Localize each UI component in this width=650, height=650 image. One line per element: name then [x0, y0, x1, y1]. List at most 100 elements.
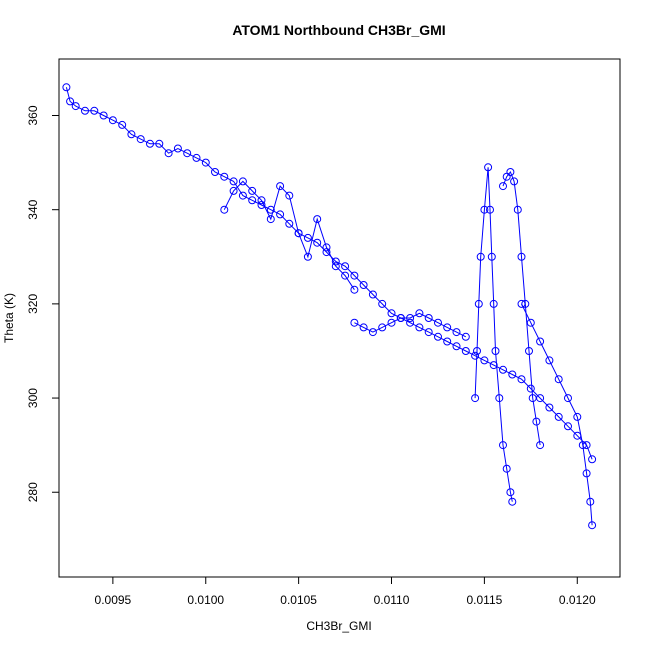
data-point [201, 158, 210, 167]
data-point [491, 347, 500, 355]
data-point [322, 243, 331, 252]
data-point [486, 205, 494, 214]
x-tick-label: 0.0100 [187, 593, 224, 607]
data-point [476, 252, 485, 261]
x-tick-label: 0.0110 [374, 593, 410, 607]
y-tick-label: 320 [26, 294, 40, 314]
series-line [474, 167, 513, 502]
data-point [588, 455, 597, 464]
data-point [499, 182, 507, 191]
data-point [473, 347, 481, 355]
data-point [229, 177, 238, 186]
data-point [517, 375, 526, 384]
x-axis-label: CH3Br_GMI [306, 619, 371, 633]
data-point [155, 139, 164, 148]
data-point [508, 497, 517, 506]
data-point [536, 441, 545, 450]
data-point [536, 337, 545, 346]
data-point [136, 135, 145, 144]
data-point [387, 309, 396, 318]
data-point [285, 191, 294, 200]
data-point [238, 191, 247, 200]
data-point [487, 252, 496, 261]
y-tick-label: 340 [26, 199, 40, 219]
data-point [443, 323, 452, 332]
y-tick-label: 280 [26, 482, 40, 502]
data-point [118, 120, 127, 129]
data-point [424, 314, 433, 322]
data-point [359, 323, 368, 332]
series-0 [62, 83, 597, 464]
data-point [350, 285, 359, 294]
data-point [506, 488, 515, 497]
data-point [313, 238, 322, 247]
data-point [164, 149, 173, 158]
series-line [502, 171, 541, 446]
data-point [513, 205, 522, 214]
data-point [564, 394, 572, 403]
y-axis-label: Theta (K) [2, 293, 16, 343]
data-point [443, 337, 452, 346]
data-point [564, 422, 572, 431]
data-point [108, 116, 117, 125]
x-tick-label: 0.0120 [559, 593, 596, 607]
data-point [294, 229, 303, 238]
data-point [489, 299, 498, 308]
data-point [350, 318, 359, 327]
data-point [406, 314, 415, 322]
data-point [506, 168, 515, 176]
y-tick-label: 360 [26, 105, 40, 125]
data-point [173, 144, 182, 153]
data-point [378, 323, 387, 332]
data-point [586, 497, 595, 506]
series-5 [517, 299, 597, 530]
x-axis: 0.0095 0.0100 0.0105 0.0110 0.0115 0.0120 [95, 576, 596, 607]
data-point [499, 441, 507, 450]
data-point [387, 318, 396, 327]
data-point [495, 394, 504, 403]
data-point [368, 290, 377, 299]
data-point [573, 412, 582, 421]
series-line [65, 87, 593, 460]
data-point [545, 403, 554, 412]
data-point [127, 130, 136, 139]
data-point [461, 332, 470, 341]
data-point [502, 464, 511, 473]
data-point [266, 205, 275, 214]
data-point [526, 384, 535, 393]
series-line [223, 180, 355, 290]
data-point [313, 215, 322, 224]
series-2 [350, 309, 470, 341]
data-point [434, 318, 442, 327]
data-point [341, 271, 350, 280]
data-point [276, 182, 285, 191]
x-tick-label: 0.0095 [95, 593, 132, 607]
series-line [521, 303, 593, 526]
data-point [499, 365, 507, 374]
data-point [415, 309, 424, 318]
data-point [554, 412, 563, 421]
data-point [62, 83, 71, 92]
data-point [359, 281, 368, 289]
data-point [588, 521, 597, 530]
data-point [554, 375, 563, 384]
data-point [303, 252, 312, 261]
data-point [525, 347, 533, 355]
data-point [220, 172, 229, 181]
data-point [220, 205, 229, 214]
data-point [508, 370, 517, 379]
data-point [406, 318, 415, 327]
data-point [341, 262, 350, 271]
data-point [257, 201, 266, 209]
series-3 [471, 163, 517, 506]
data-point [285, 219, 294, 228]
data-point [192, 153, 201, 162]
data-point [517, 252, 526, 261]
series-line [354, 312, 467, 338]
data-point [480, 356, 489, 365]
data-point [545, 356, 554, 365]
data-point [211, 168, 219, 176]
data-point [434, 332, 442, 341]
data-point [266, 215, 275, 224]
data-point [452, 328, 461, 337]
